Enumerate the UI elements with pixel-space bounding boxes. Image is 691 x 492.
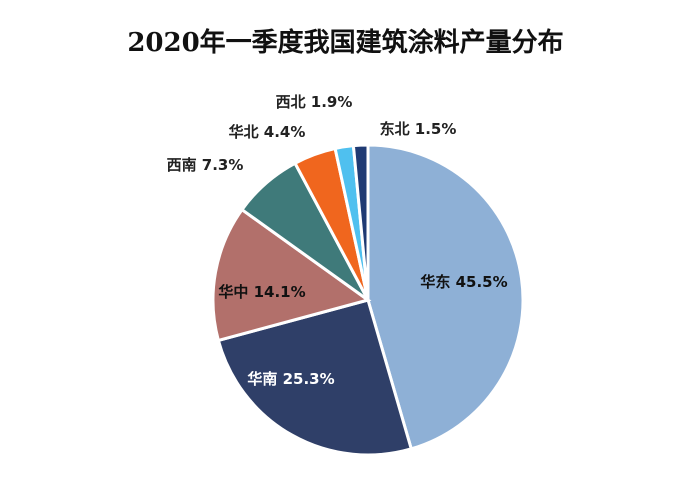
slice-label-7: 东北 1.5% [380, 120, 457, 138]
slice-label-4: 西南 7.3% [167, 156, 244, 174]
slice-label-2: 华南 25.3% [247, 370, 334, 388]
pie-slice-7 [351, 143, 370, 301]
slice-label-5: 华北 4.4% [229, 123, 306, 141]
slice-label-6: 西北 1.9% [276, 93, 353, 111]
pie-slice-2 [216, 298, 414, 457]
chart-title: 2020年一季度我国建筑涂料产量分布 [127, 28, 564, 58]
slice-label-1: 华东 45.5% [420, 273, 507, 291]
slice-label-3: 华中 14.1% [218, 283, 305, 301]
pie-slice-1 [366, 143, 525, 451]
pie-slice-3 [211, 207, 372, 343]
